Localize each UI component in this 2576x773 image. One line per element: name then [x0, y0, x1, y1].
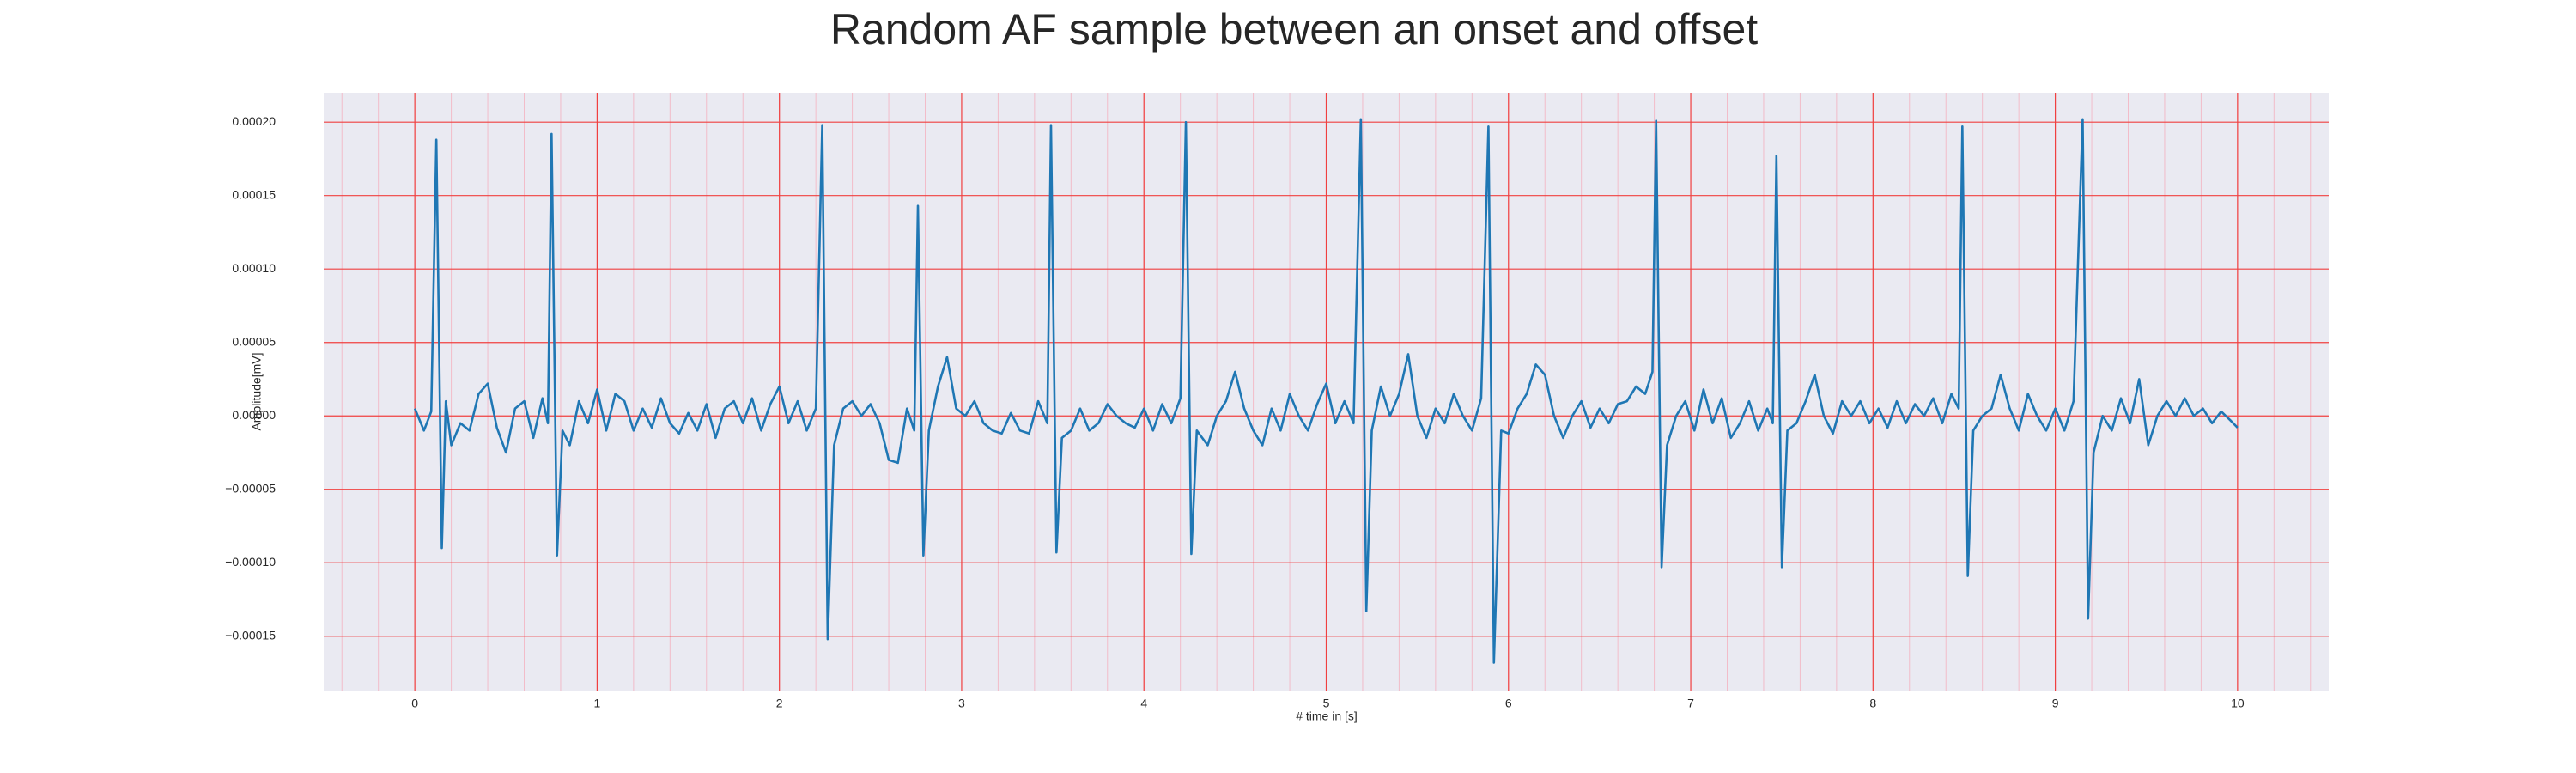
- y-tick-label: 0.00005: [232, 334, 276, 348]
- y-tick-label: 0.00020: [232, 114, 276, 128]
- y-tick-label: 0.00015: [232, 187, 276, 201]
- chart-title: Random AF sample between an onset and of…: [830, 5, 1758, 53]
- x-tick-label: 1: [594, 697, 601, 710]
- line-series: [413, 118, 2239, 664]
- x-tick-label: 7: [1687, 697, 1694, 710]
- x-tick-label: 10: [2231, 697, 2245, 710]
- x-tick-label: 5: [1323, 697, 1330, 710]
- y-axis-label: Amplitude[mV]: [250, 352, 264, 430]
- x-tick-label: 6: [1505, 697, 1512, 710]
- x-tick-label: 0: [411, 697, 418, 710]
- x-tick-label: 8: [1869, 697, 1876, 710]
- x-tick-label: 2: [776, 697, 783, 710]
- x-axis-label: # time in [s]: [1296, 709, 1358, 723]
- x-tick-label: 4: [1140, 697, 1147, 710]
- y-tick-label: −0.00005: [225, 481, 276, 495]
- x-tick-label: 3: [958, 697, 965, 710]
- y-tick-label: −0.00010: [225, 555, 276, 569]
- y-tick-label: 0.00000: [232, 408, 276, 422]
- y-tick-label: 0.00010: [232, 261, 276, 275]
- x-tick-label: 9: [2052, 697, 2059, 710]
- y-tick-label: −0.00015: [225, 628, 276, 642]
